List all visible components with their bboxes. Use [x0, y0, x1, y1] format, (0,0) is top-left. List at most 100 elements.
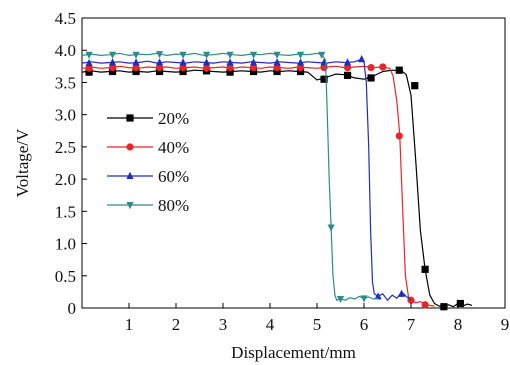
data-point [155, 51, 164, 59]
legend-marker [126, 114, 134, 122]
data-point [155, 64, 164, 72]
data-point [249, 58, 258, 66]
data-point [273, 58, 281, 66]
data-point [226, 68, 234, 76]
data-point [327, 224, 335, 232]
data-point [155, 58, 164, 66]
data-point [226, 64, 234, 72]
series-3 [81, 51, 379, 304]
x-tick-label: 5 [313, 315, 322, 334]
x-axis-label: Displacement/mm [231, 343, 356, 362]
data-point [374, 292, 382, 300]
legend-label: 60% [158, 167, 189, 186]
data-point [132, 67, 140, 76]
x-tick-label: 3 [219, 315, 228, 334]
x-tick-label: 8 [454, 315, 463, 334]
y-tick-label: 4.0 [55, 41, 76, 60]
data-point [108, 67, 117, 76]
y-tick-label: 2.5 [55, 138, 76, 157]
data-point [395, 66, 403, 74]
series-line [81, 65, 435, 307]
data-point [411, 82, 419, 90]
data-point [179, 67, 187, 76]
x-tick-label: 2 [172, 315, 181, 334]
data-point [85, 64, 93, 72]
legend-marker [126, 202, 134, 210]
data-point [358, 55, 366, 63]
data-point [249, 51, 258, 59]
legend-item: 80% [107, 196, 189, 215]
legend-item: 20% [107, 109, 189, 128]
legend-label: 80% [158, 196, 189, 215]
y-tick-label: 1.0 [55, 235, 76, 254]
legend-item: 60% [107, 167, 189, 186]
data-point [296, 64, 305, 72]
series-line [81, 52, 379, 301]
data-point [85, 68, 93, 76]
data-point [202, 58, 211, 66]
data-point [336, 295, 345, 304]
data-point [249, 64, 258, 72]
data-point [343, 64, 352, 72]
series-line [81, 69, 473, 308]
data-point [296, 58, 305, 66]
y-tick-label: 4.5 [55, 9, 76, 28]
legend-item: 40% [107, 138, 189, 157]
data-point [132, 58, 140, 66]
y-tick-label: 3.0 [55, 106, 76, 125]
data-point [202, 51, 211, 59]
data-point [108, 64, 117, 72]
y-axis: 0 0.5 1.0 1.5 2.0 2.5 3.0 3.5 4.0 4.5 [55, 9, 87, 318]
legend-label: 40% [158, 138, 189, 157]
data-point [273, 51, 281, 59]
data-point [343, 58, 352, 66]
data-point [273, 64, 281, 72]
legend: 20% 40% 60% 80% [107, 109, 189, 215]
y-tick-label: 1.5 [55, 202, 76, 221]
data-point [440, 303, 448, 311]
data-point [379, 63, 387, 71]
data-point [296, 67, 305, 76]
data-point [456, 299, 464, 308]
y-axis-label: Voltage/V [13, 128, 32, 197]
data-point [179, 64, 187, 72]
y-tick-label: 0.5 [55, 267, 76, 286]
plot-area [81, 17, 506, 309]
data-point [249, 67, 258, 76]
legend-label: 20% [158, 109, 189, 128]
legend-marker [126, 143, 134, 151]
y-tick-label: 2.0 [55, 170, 76, 189]
data-point [179, 51, 187, 59]
legend-marker [126, 171, 134, 179]
data-point [85, 58, 93, 67]
data-point [367, 74, 375, 82]
x-tick-label: 1 [125, 315, 134, 334]
series-line [81, 58, 412, 301]
data-point [395, 132, 403, 140]
data-point [367, 64, 375, 72]
data-point [398, 289, 406, 297]
data-point [320, 58, 328, 66]
data-point [108, 51, 117, 59]
data-point [320, 75, 328, 83]
x-tick-label: 7 [407, 315, 416, 334]
data-point [421, 301, 429, 309]
data-point [85, 51, 93, 59]
x-tick-label: 6 [360, 315, 369, 334]
series-0 [81, 66, 473, 311]
data-point [132, 51, 140, 59]
data-point [108, 58, 117, 66]
x-tick-label: 9 [501, 315, 510, 334]
data-point [360, 295, 368, 303]
data-point [226, 51, 234, 59]
data-point [202, 64, 211, 72]
plot-frame [81, 17, 506, 309]
data-point [343, 71, 352, 79]
y-tick-label: 0 [68, 299, 77, 318]
data-point [179, 58, 187, 66]
data-point [296, 51, 305, 59]
data-point [226, 58, 234, 66]
x-axis: 1 2 3 4 5 6 7 8 9 [125, 303, 510, 334]
series-2 [81, 55, 412, 301]
